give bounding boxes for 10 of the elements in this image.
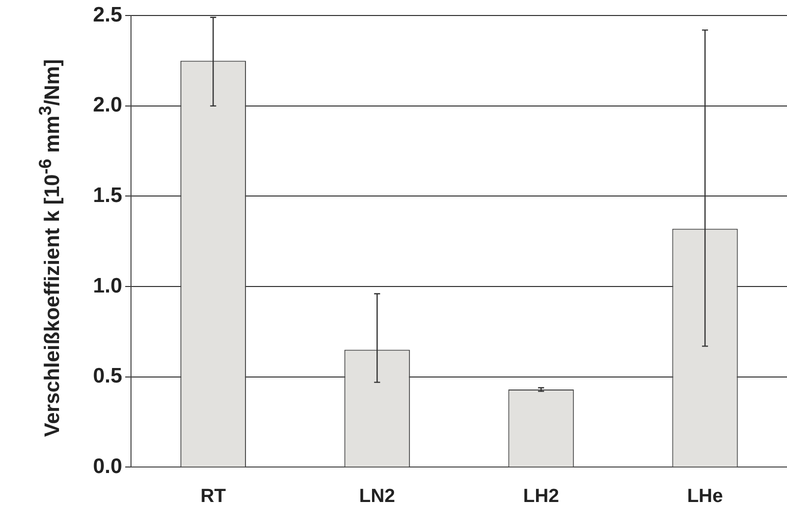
- x-tick-label: LHe: [687, 486, 723, 507]
- x-tick-label: RT: [200, 486, 226, 507]
- y-tick-label: 2.0: [92, 94, 122, 117]
- x-tick-label: LN2: [359, 486, 396, 507]
- y-tick-label: 1.5: [92, 184, 123, 208]
- y-tick-label: 0.0: [92, 454, 122, 478]
- y-tick-label: 2.5: [92, 3, 123, 26]
- y-tick-label: 0.5: [92, 364, 123, 388]
- x-tick-label: LH2: [523, 486, 560, 507]
- y-tick-label: 1.0: [92, 274, 122, 298]
